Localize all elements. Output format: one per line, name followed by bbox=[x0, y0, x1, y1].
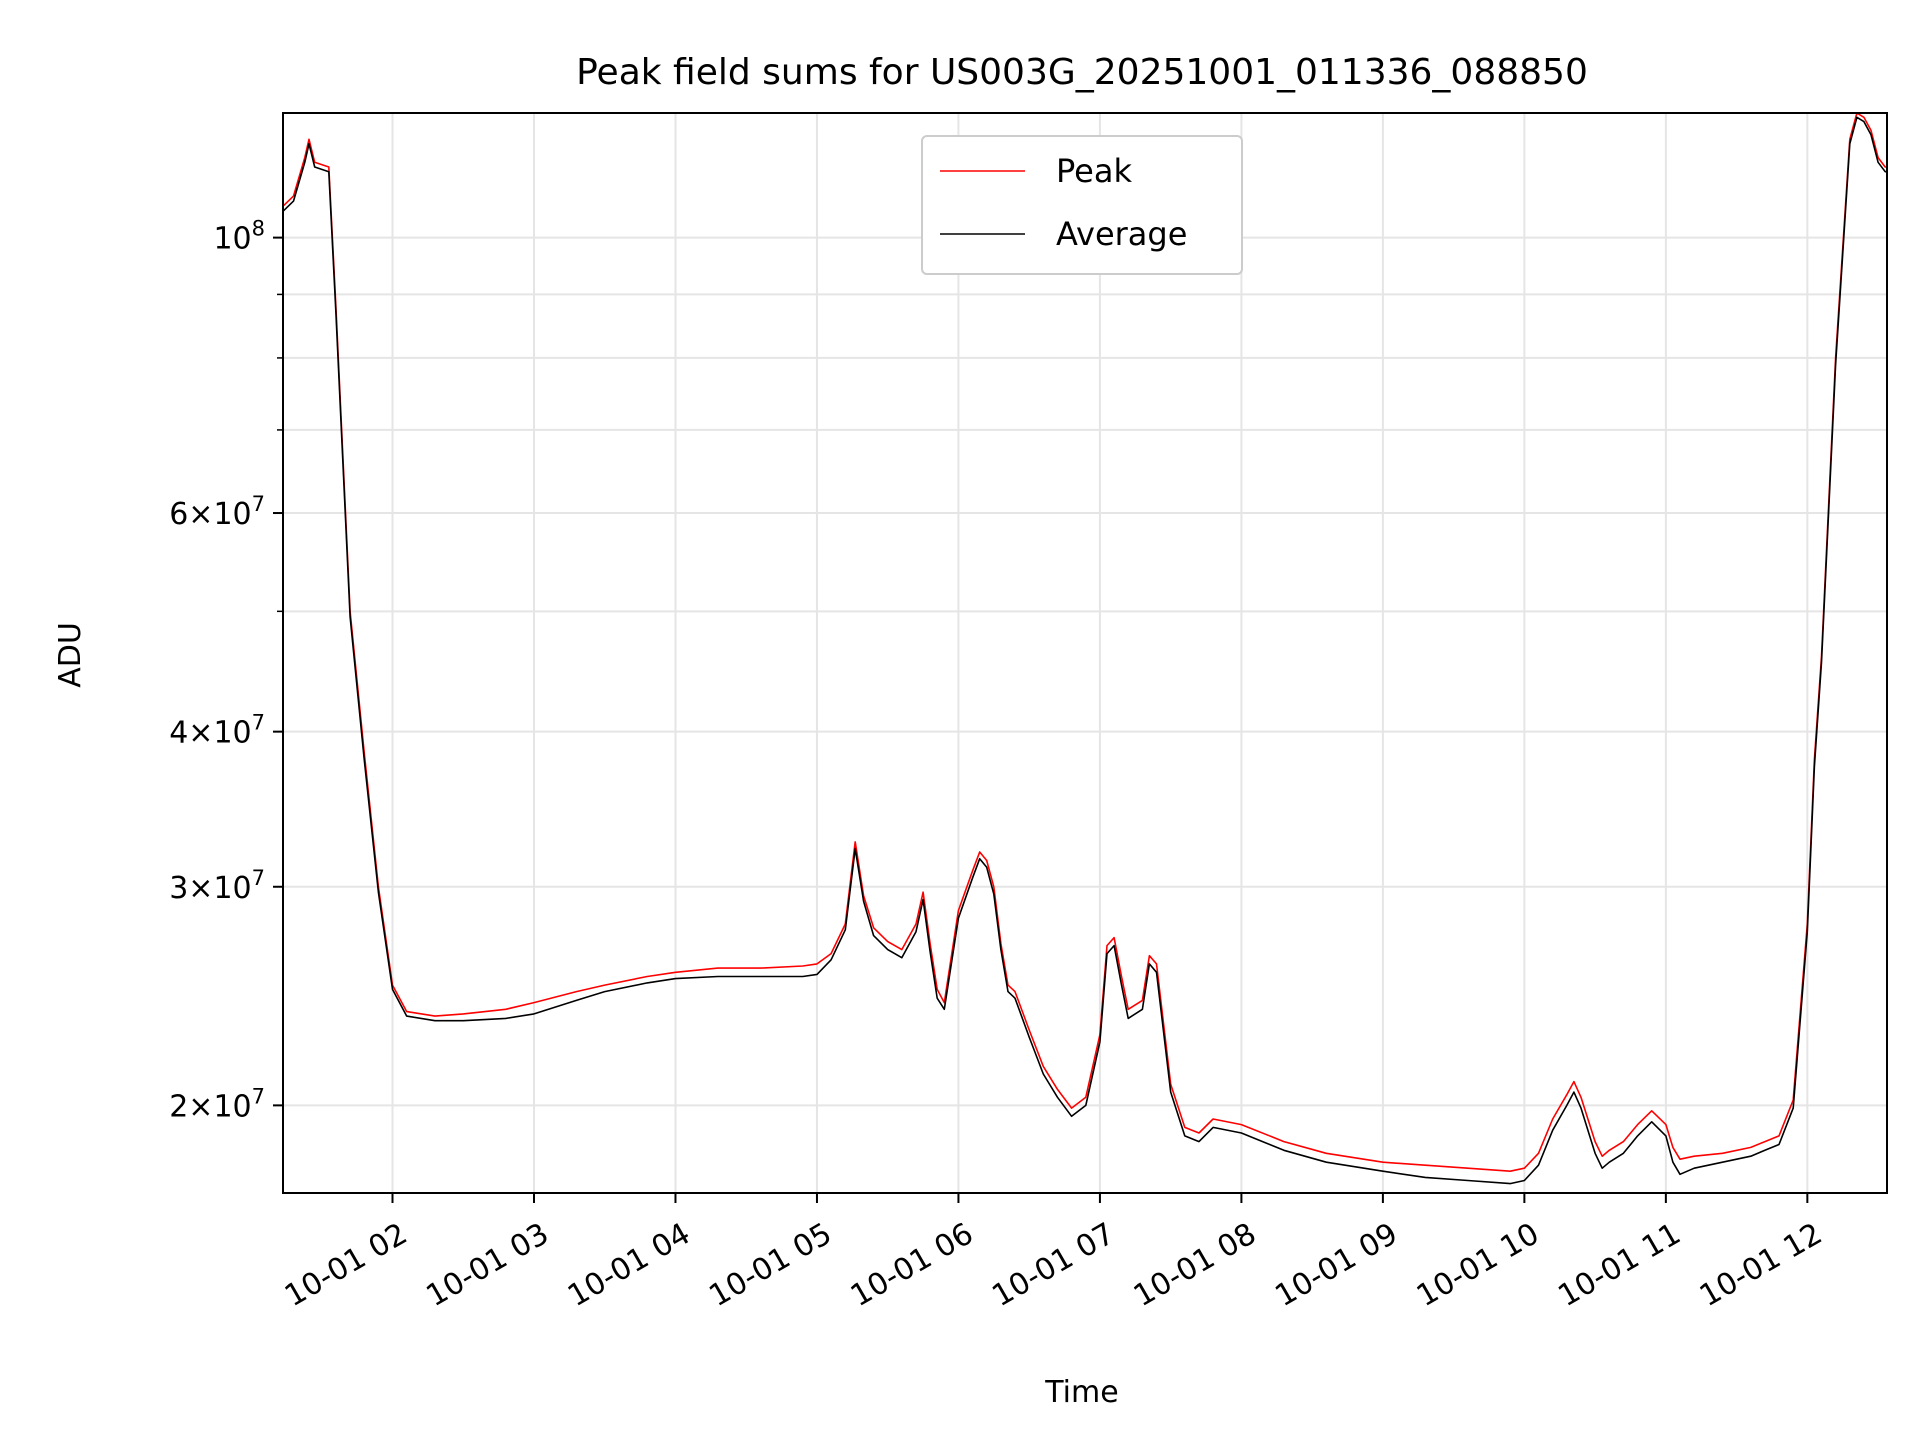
series-lines bbox=[282, 112, 1887, 1185]
y-tick-label: 2×107 bbox=[169, 1084, 265, 1124]
x-tick-label: 10-01 12 bbox=[1694, 1216, 1828, 1314]
y-axis-ticks: 2×107 3×107 4×107 6×107 108 bbox=[169, 217, 283, 1124]
y-tick-label: 6×107 bbox=[169, 492, 265, 532]
x-axis-label: Time bbox=[1044, 1375, 1118, 1410]
grid-lines bbox=[283, 113, 1887, 1193]
chart-title: Peak field sums for US003G_20251001_0113… bbox=[576, 52, 1588, 93]
y-tick-label: 3×107 bbox=[169, 866, 265, 906]
x-tick-label: 10-01 10 bbox=[1411, 1216, 1545, 1314]
x-tick-label: 10-01 03 bbox=[420, 1216, 554, 1314]
x-tick-label: 10-01 02 bbox=[279, 1216, 413, 1314]
x-axis-ticks: 10-01 02 10-01 03 10-01 04 10-01 05 10-01 06… bbox=[279, 1193, 1828, 1314]
series-line-average bbox=[282, 116, 1887, 1185]
x-tick-label: 10-01 08 bbox=[1128, 1216, 1262, 1314]
legend: Peak Average bbox=[921, 135, 1243, 275]
y-tick-label: 4×107 bbox=[169, 711, 265, 751]
legend-label-average: Average bbox=[1056, 215, 1187, 253]
y-tick-label: 108 bbox=[213, 217, 265, 257]
x-tick-label: 10-01 05 bbox=[703, 1216, 837, 1314]
x-tick-label: 10-01 06 bbox=[845, 1216, 979, 1314]
x-tick-label: 10-01 09 bbox=[1269, 1216, 1403, 1314]
x-tick-label: 10-01 04 bbox=[562, 1216, 696, 1314]
y-axis-label: ADU bbox=[53, 622, 88, 688]
plot-frame bbox=[282, 112, 1888, 1194]
x-tick-label: 10-01 07 bbox=[986, 1216, 1120, 1314]
x-tick-label: 10-01 11 bbox=[1552, 1216, 1686, 1314]
legend-label-peak: Peak bbox=[1056, 152, 1132, 190]
